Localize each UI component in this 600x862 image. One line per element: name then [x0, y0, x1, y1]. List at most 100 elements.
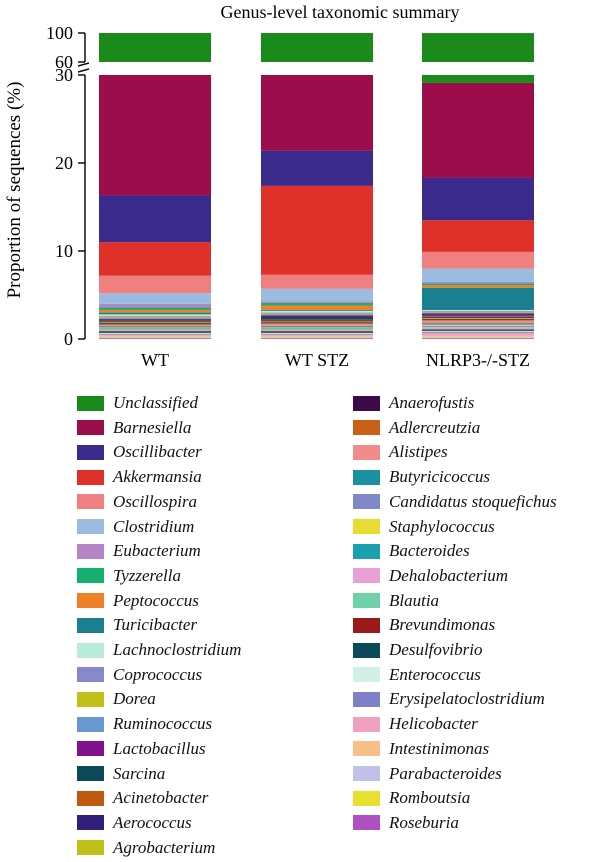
bar-segment-turicibacter	[99, 312, 211, 315]
bar-segment-lachnoclostridium	[422, 309, 534, 311]
bar-segment-anaerofustis	[422, 318, 534, 320]
bar-segment-helicobacter	[99, 334, 211, 336]
bar-segment-butyricicoccus	[422, 323, 534, 325]
bar-segment-coprococcus	[99, 316, 211, 317]
bar-segment-dorea	[422, 311, 534, 313]
bar-segment-lachnoclostridium	[99, 314, 211, 317]
bar-segment-roseburia	[422, 338, 534, 339]
bar-segment-blautia	[422, 328, 534, 330]
bar-segment-turicibacter	[261, 309, 373, 311]
bar-segment-eubacterium	[99, 303, 211, 308]
bar-segment-oscillospira	[99, 275, 211, 294]
bar-segment-brevundimonas	[99, 331, 211, 332]
bar-segment-blautia	[99, 330, 211, 332]
bar-segment-blautia	[261, 330, 373, 332]
bar-segment-peptococcus	[422, 285, 534, 288]
bar-segment-clostridium	[261, 288, 373, 302]
bar-segment-turicibacter	[422, 287, 534, 310]
bar-segment-ruminococcus	[261, 314, 373, 316]
y-axis-tick-label: 0	[64, 329, 73, 349]
bar-segment-staphylococcus	[422, 324, 534, 326]
bar-segment-desulfovibrio	[99, 331, 211, 333]
y-axis-label: Proportion of sequences (%)	[4, 82, 25, 299]
axis-break-mark	[77, 62, 90, 67]
x-axis-tick-labels: WT WT STZ NLRP3-/-STZ	[141, 350, 530, 370]
bar-segment-akkermansia	[422, 220, 534, 252]
bar-segment-sarcina	[99, 319, 211, 321]
bars	[99, 33, 534, 339]
bar-segment-ruminococcus	[99, 317, 211, 319]
bar-segment-unclassified-upper	[261, 33, 373, 62]
bar-segment-helicobacter	[422, 332, 534, 336]
bar-segment-oscillibacter	[99, 195, 211, 243]
bar-segment-candidatus-stoquefichus	[261, 326, 373, 328]
bar-segment-oscillibacter	[422, 177, 534, 221]
bar-segment-aerococcus	[99, 321, 211, 323]
bar-segment-eubacterium	[261, 301, 373, 303]
bar-segment-oscillospira	[261, 274, 373, 289]
bar-segment-intestinimonas	[261, 335, 373, 337]
bar-segment-lactobacillus	[99, 318, 211, 320]
bar-segment-brevundimonas	[261, 331, 373, 332]
bar-segment-bacteroides	[261, 328, 373, 330]
bar-segment-brevundimonas	[422, 329, 534, 331]
bar-segment-dehalobacterium	[422, 326, 534, 329]
bar-segment-clostridium	[99, 293, 211, 304]
bar-segment-oscillibacter	[261, 150, 373, 186]
bar-segment-peptococcus	[99, 309, 211, 313]
bar-segment-butyricicoccus	[261, 325, 373, 327]
bar-segment-alistipes	[422, 320, 534, 324]
bar-segment-barnesiella	[261, 75, 373, 151]
y-axis-tick-label: 20	[55, 153, 73, 173]
bar-segment-akkermansia	[261, 185, 373, 275]
bar-segment-adlercreutzia	[99, 324, 211, 325]
bar-segment-agrobacterium	[422, 317, 534, 319]
bar-segment-acinetobacter	[422, 316, 534, 317]
bar-segment-alistipes	[99, 324, 211, 326]
bar-segment-acinetobacter	[261, 319, 373, 321]
bar-segment-staphylococcus	[261, 327, 373, 329]
bar-segment-alistipes	[261, 324, 373, 326]
bar-segment-coprococcus	[261, 312, 373, 314]
bar-segment-aerococcus	[261, 320, 373, 322]
bar-segment-erysipelatoclostridium	[422, 331, 534, 333]
bar-segment-coprococcus	[422, 310, 534, 312]
bar-segment-erysipelatoclostridium	[261, 333, 373, 335]
bar-segment-dehalobacterium	[261, 329, 373, 331]
bar-segment-lactobacillus	[422, 313, 534, 316]
bar-segment-clostridium	[422, 268, 534, 282]
bar-segment-enterococcus	[261, 332, 373, 334]
bar-segment-lachnoclostridium	[261, 310, 373, 313]
bar-segment-agrobacterium	[99, 322, 211, 324]
bar-segment-staphylococcus	[99, 327, 211, 329]
x-axis-tick-label: WT	[141, 350, 169, 370]
bar-segment-enterococcus	[422, 331, 534, 332]
bar-segment-sarcina	[422, 315, 534, 317]
bar-segment-romboutsia	[261, 337, 373, 339]
bar-segment-tyzzerella	[99, 307, 211, 310]
bar-segment-bacteroides	[99, 328, 211, 330]
bar-segment-unclassified-upper	[99, 33, 211, 62]
bar-segment-acinetobacter	[99, 320, 211, 322]
bar-segment-enterococcus	[99, 332, 211, 334]
bar-segment-anaerofustis	[261, 322, 373, 324]
y-axis-tick-label: 60	[55, 52, 73, 72]
bar-segment-candidatus-stoquefichus	[422, 324, 534, 325]
bar-segment-akkermansia	[99, 242, 211, 276]
bar-segment-dorea	[99, 317, 211, 318]
bar-segment-romboutsia	[99, 337, 211, 339]
bar-segment-adlercreutzia	[261, 323, 373, 325]
bar-segment-parabacteroides	[261, 336, 373, 338]
bar-segment-roseburia	[261, 338, 373, 339]
bar-segment-candidatus-stoquefichus	[99, 326, 211, 328]
bar-segment-butyricicoccus	[99, 325, 211, 327]
bar-segment-intestinimonas	[99, 335, 211, 337]
bar-segment-romboutsia	[422, 337, 534, 339]
bar-segment-agrobacterium	[261, 321, 373, 323]
bar-segment-dehalobacterium	[99, 329, 211, 331]
bar-segment-intestinimonas	[422, 335, 534, 337]
bar-segment-aerococcus	[422, 317, 534, 318]
bar-segment-ruminococcus	[422, 312, 534, 314]
